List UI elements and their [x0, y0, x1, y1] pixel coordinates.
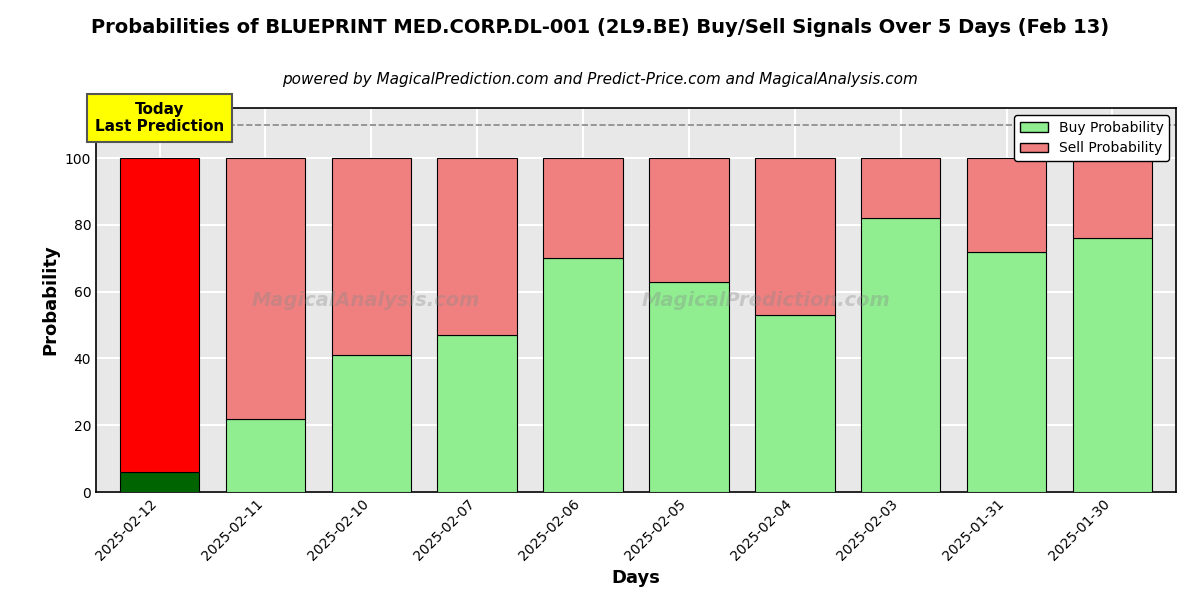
- Bar: [649, 281, 728, 492]
- Bar: [755, 158, 834, 315]
- Bar: [438, 335, 517, 492]
- Text: Today
Last Prediction: Today Last Prediction: [95, 102, 224, 134]
- Bar: [544, 158, 623, 258]
- Legend: Buy Probability, Sell Probability: Buy Probability, Sell Probability: [1014, 115, 1169, 161]
- Bar: [755, 315, 834, 492]
- Bar: [1073, 238, 1152, 492]
- Bar: [862, 158, 941, 218]
- Bar: [649, 158, 728, 281]
- Bar: [862, 218, 941, 492]
- Bar: [226, 158, 305, 419]
- Bar: [120, 472, 199, 492]
- Text: Probabilities of BLUEPRINT MED.CORP.DL-001 (2L9.BE) Buy/Sell Signals Over 5 Days: Probabilities of BLUEPRINT MED.CORP.DL-0…: [91, 18, 1109, 37]
- Bar: [438, 158, 517, 335]
- Bar: [1073, 158, 1152, 238]
- Y-axis label: Probability: Probability: [41, 245, 59, 355]
- Bar: [967, 158, 1046, 251]
- Text: MagicalPrediction.com: MagicalPrediction.com: [641, 290, 890, 310]
- Bar: [544, 258, 623, 492]
- Bar: [967, 251, 1046, 492]
- X-axis label: Days: Days: [612, 569, 660, 587]
- Bar: [226, 419, 305, 492]
- Bar: [120, 158, 199, 472]
- Text: MagicalAnalysis.com: MagicalAnalysis.com: [252, 290, 480, 310]
- Bar: [331, 355, 412, 492]
- Text: powered by MagicalPrediction.com and Predict-Price.com and MagicalAnalysis.com: powered by MagicalPrediction.com and Pre…: [282, 72, 918, 87]
- Bar: [331, 158, 412, 355]
